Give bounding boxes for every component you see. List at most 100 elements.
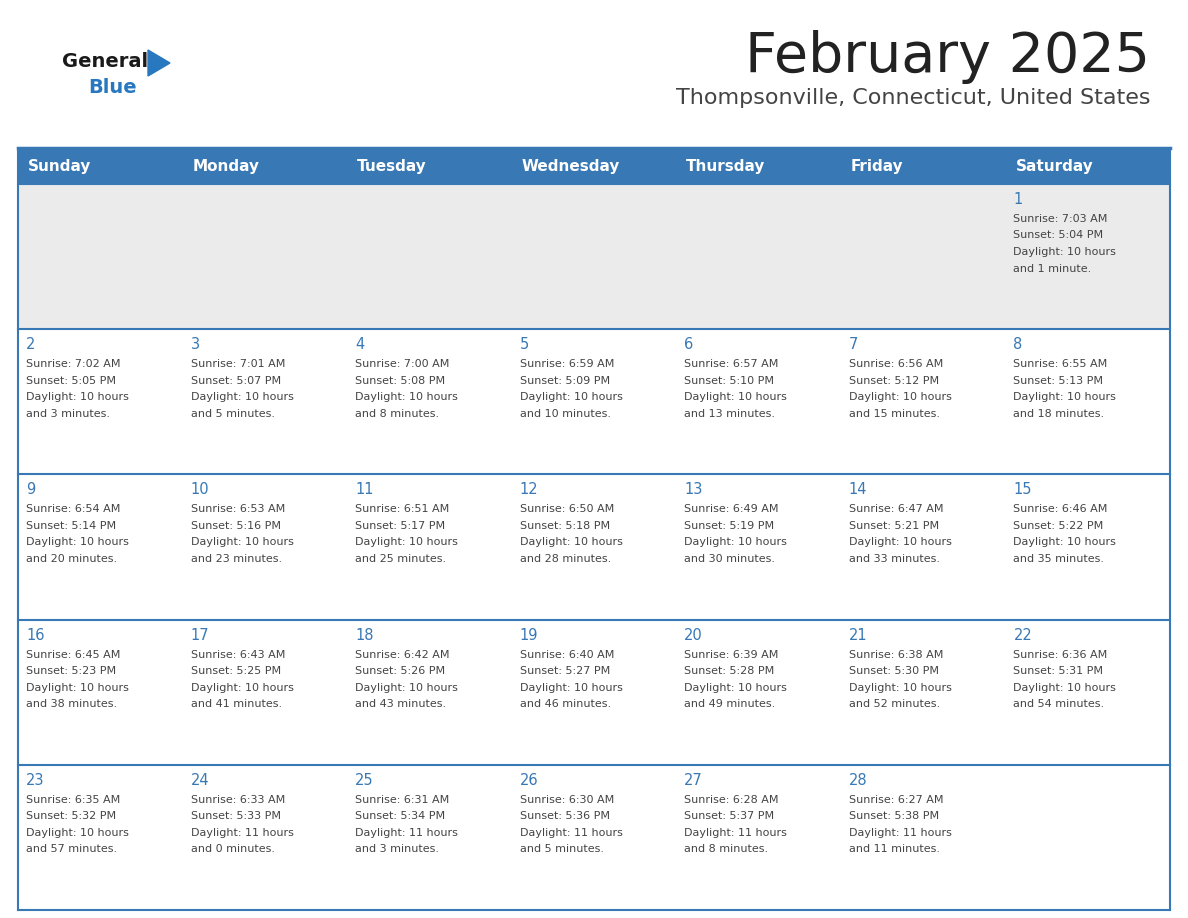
Text: 1: 1 — [1013, 192, 1023, 207]
Text: 25: 25 — [355, 773, 374, 788]
Text: and 30 minutes.: and 30 minutes. — [684, 554, 776, 564]
Text: Sunrise: 6:35 AM: Sunrise: 6:35 AM — [26, 795, 120, 805]
Text: Daylight: 10 hours: Daylight: 10 hours — [355, 537, 459, 547]
Bar — [183, 765, 347, 910]
Bar — [841, 330, 1005, 475]
Text: Daylight: 10 hours: Daylight: 10 hours — [849, 392, 952, 402]
Text: Sunset: 5:16 PM: Sunset: 5:16 PM — [190, 521, 280, 531]
Bar — [18, 148, 1170, 184]
Text: Wednesday: Wednesday — [522, 159, 620, 174]
Text: Sunset: 5:33 PM: Sunset: 5:33 PM — [190, 812, 280, 822]
Text: Daylight: 10 hours: Daylight: 10 hours — [519, 683, 623, 692]
Text: Sunrise: 6:27 AM: Sunrise: 6:27 AM — [849, 795, 943, 805]
Text: 8: 8 — [1013, 337, 1023, 353]
Text: Sunset: 5:30 PM: Sunset: 5:30 PM — [849, 666, 939, 676]
Text: and 38 minutes.: and 38 minutes. — [26, 700, 118, 709]
Text: Sunrise: 6:43 AM: Sunrise: 6:43 AM — [190, 650, 285, 660]
Bar — [512, 620, 676, 765]
Text: and 57 minutes.: and 57 minutes. — [26, 845, 118, 855]
Text: Sunrise: 6:33 AM: Sunrise: 6:33 AM — [190, 795, 285, 805]
Text: Friday: Friday — [851, 159, 904, 174]
Text: Sunday: Sunday — [29, 159, 91, 174]
Bar — [676, 330, 841, 475]
Text: Sunrise: 7:02 AM: Sunrise: 7:02 AM — [26, 359, 120, 369]
Text: Daylight: 10 hours: Daylight: 10 hours — [190, 683, 293, 692]
Text: Sunrise: 6:49 AM: Sunrise: 6:49 AM — [684, 504, 779, 514]
Text: Daylight: 10 hours: Daylight: 10 hours — [849, 537, 952, 547]
Text: Sunrise: 6:45 AM: Sunrise: 6:45 AM — [26, 650, 120, 660]
Text: Daylight: 10 hours: Daylight: 10 hours — [1013, 537, 1117, 547]
Text: Sunset: 5:13 PM: Sunset: 5:13 PM — [1013, 375, 1104, 386]
Text: 11: 11 — [355, 482, 374, 498]
Text: Daylight: 11 hours: Daylight: 11 hours — [190, 828, 293, 838]
Bar — [183, 184, 347, 330]
Text: 7: 7 — [849, 337, 858, 353]
Text: Sunset: 5:32 PM: Sunset: 5:32 PM — [26, 812, 116, 822]
Bar — [347, 765, 512, 910]
Text: February 2025: February 2025 — [745, 30, 1150, 84]
Text: Daylight: 10 hours: Daylight: 10 hours — [355, 392, 459, 402]
Text: Sunrise: 6:59 AM: Sunrise: 6:59 AM — [519, 359, 614, 369]
Bar — [1005, 620, 1170, 765]
Text: Sunrise: 6:28 AM: Sunrise: 6:28 AM — [684, 795, 779, 805]
Bar — [1005, 765, 1170, 910]
Text: 27: 27 — [684, 773, 703, 788]
Text: Daylight: 10 hours: Daylight: 10 hours — [849, 683, 952, 692]
Text: Sunrise: 6:47 AM: Sunrise: 6:47 AM — [849, 504, 943, 514]
Text: Sunrise: 6:56 AM: Sunrise: 6:56 AM — [849, 359, 943, 369]
Text: 2: 2 — [26, 337, 36, 353]
Text: Thursday: Thursday — [687, 159, 765, 174]
Text: Sunset: 5:23 PM: Sunset: 5:23 PM — [26, 666, 116, 676]
Text: 10: 10 — [190, 482, 209, 498]
Text: 18: 18 — [355, 628, 374, 643]
Bar — [347, 184, 512, 330]
Text: Sunset: 5:18 PM: Sunset: 5:18 PM — [519, 521, 609, 531]
Text: Sunset: 5:05 PM: Sunset: 5:05 PM — [26, 375, 116, 386]
Bar — [347, 330, 512, 475]
Polygon shape — [148, 50, 170, 76]
Text: and 52 minutes.: and 52 minutes. — [849, 700, 940, 709]
Bar — [18, 620, 183, 765]
Text: Sunset: 5:17 PM: Sunset: 5:17 PM — [355, 521, 446, 531]
Text: Sunset: 5:37 PM: Sunset: 5:37 PM — [684, 812, 775, 822]
Text: 21: 21 — [849, 628, 867, 643]
Text: Daylight: 10 hours: Daylight: 10 hours — [1013, 247, 1117, 257]
Text: Sunrise: 6:30 AM: Sunrise: 6:30 AM — [519, 795, 614, 805]
Text: Daylight: 10 hours: Daylight: 10 hours — [355, 683, 459, 692]
Bar — [512, 765, 676, 910]
Bar — [676, 475, 841, 620]
Text: Sunset: 5:25 PM: Sunset: 5:25 PM — [190, 666, 280, 676]
Bar — [676, 620, 841, 765]
Text: Sunset: 5:14 PM: Sunset: 5:14 PM — [26, 521, 116, 531]
Text: and 10 minutes.: and 10 minutes. — [519, 409, 611, 419]
Bar — [676, 765, 841, 910]
Text: 17: 17 — [190, 628, 209, 643]
Text: Daylight: 10 hours: Daylight: 10 hours — [684, 683, 788, 692]
Text: Sunset: 5:34 PM: Sunset: 5:34 PM — [355, 812, 446, 822]
Text: and 8 minutes.: and 8 minutes. — [684, 845, 769, 855]
Bar — [183, 475, 347, 620]
Text: 13: 13 — [684, 482, 702, 498]
Text: Sunrise: 6:31 AM: Sunrise: 6:31 AM — [355, 795, 449, 805]
Text: Blue: Blue — [88, 78, 137, 97]
Text: 19: 19 — [519, 628, 538, 643]
Text: General: General — [62, 52, 148, 71]
Text: 3: 3 — [190, 337, 200, 353]
Bar — [841, 184, 1005, 330]
Text: and 5 minutes.: and 5 minutes. — [519, 845, 604, 855]
Text: Sunrise: 7:03 AM: Sunrise: 7:03 AM — [1013, 214, 1107, 224]
Text: Sunrise: 6:39 AM: Sunrise: 6:39 AM — [684, 650, 778, 660]
Text: 12: 12 — [519, 482, 538, 498]
Text: 4: 4 — [355, 337, 365, 353]
Text: Sunrise: 6:51 AM: Sunrise: 6:51 AM — [355, 504, 449, 514]
Text: Sunset: 5:07 PM: Sunset: 5:07 PM — [190, 375, 280, 386]
Text: and 35 minutes.: and 35 minutes. — [1013, 554, 1105, 564]
Text: Sunrise: 6:55 AM: Sunrise: 6:55 AM — [1013, 359, 1107, 369]
Text: and 28 minutes.: and 28 minutes. — [519, 554, 611, 564]
Text: 16: 16 — [26, 628, 44, 643]
Text: Sunset: 5:19 PM: Sunset: 5:19 PM — [684, 521, 775, 531]
Text: Daylight: 10 hours: Daylight: 10 hours — [1013, 683, 1117, 692]
Text: and 43 minutes.: and 43 minutes. — [355, 700, 447, 709]
Text: and 49 minutes.: and 49 minutes. — [684, 700, 776, 709]
Text: Sunrise: 6:40 AM: Sunrise: 6:40 AM — [519, 650, 614, 660]
